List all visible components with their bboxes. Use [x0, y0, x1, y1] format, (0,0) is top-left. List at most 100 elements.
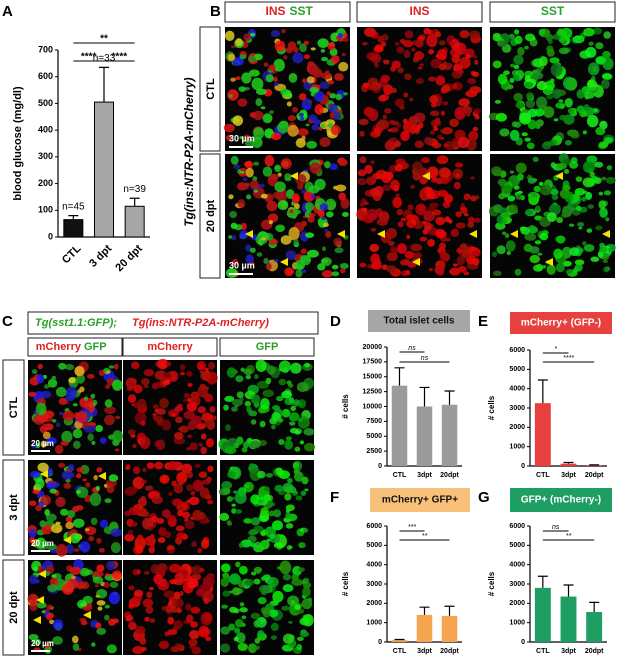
cell — [562, 76, 575, 90]
cell — [302, 586, 311, 598]
cell — [496, 245, 506, 255]
cell — [96, 537, 102, 544]
cell — [295, 495, 303, 501]
cell — [394, 163, 404, 172]
cell — [472, 126, 479, 132]
cell — [392, 196, 402, 209]
cell — [308, 185, 320, 194]
cell — [402, 40, 414, 48]
cell — [270, 635, 278, 640]
cell — [538, 28, 546, 36]
cell — [583, 91, 595, 99]
cell — [292, 492, 298, 496]
cell — [137, 534, 144, 541]
cell — [76, 373, 85, 384]
bar — [416, 614, 433, 642]
cell — [88, 535, 95, 542]
cell — [340, 198, 350, 209]
cell — [76, 486, 89, 498]
arrowhead — [412, 258, 420, 266]
y-tick-label: 4000 — [509, 386, 525, 393]
cell — [595, 57, 606, 64]
cell — [605, 266, 611, 272]
y-tick-label: 10000 — [363, 403, 383, 410]
row-label-box — [2, 559, 25, 656]
cell — [288, 397, 295, 404]
x-tick-label: 20dpt — [440, 472, 459, 479]
cell — [267, 213, 279, 223]
cell — [391, 60, 401, 69]
cell — [266, 200, 278, 212]
cell — [314, 103, 324, 115]
cell — [282, 482, 294, 493]
cell — [166, 460, 179, 471]
cell — [106, 483, 115, 494]
cell — [278, 378, 287, 386]
y-tick-label: 1000 — [509, 444, 525, 451]
x-tick-label: CTL — [60, 242, 84, 266]
cell — [323, 161, 331, 169]
cell — [470, 250, 481, 257]
cell — [377, 119, 388, 129]
cell — [298, 112, 304, 117]
cell — [171, 606, 177, 613]
cell — [558, 47, 570, 55]
cell — [191, 573, 202, 581]
cell — [364, 164, 373, 174]
cell — [373, 185, 384, 197]
cell — [335, 184, 347, 192]
y-tick-label: 12500 — [363, 388, 383, 395]
cell — [595, 225, 603, 231]
cell — [237, 199, 246, 208]
cell — [150, 563, 160, 574]
cell — [127, 429, 136, 436]
cell — [569, 161, 579, 169]
cell — [245, 374, 251, 380]
cell — [288, 72, 298, 83]
cell — [303, 528, 309, 533]
significance-label: ** — [566, 533, 572, 540]
cell — [308, 212, 316, 218]
cell — [333, 185, 338, 190]
arrowhead — [510, 230, 518, 238]
cell — [113, 363, 119, 370]
cell — [146, 462, 155, 470]
cell — [89, 492, 102, 507]
cell — [128, 506, 141, 516]
cell — [144, 616, 150, 622]
cell — [327, 123, 334, 128]
cell — [140, 378, 150, 386]
cell — [500, 212, 511, 219]
chart-title: mCherry+ (GFP-) — [521, 318, 601, 329]
cell — [499, 128, 510, 137]
y-tick-label: 4000 — [366, 562, 382, 569]
cell — [361, 207, 368, 212]
cell — [550, 162, 556, 169]
cell — [161, 419, 172, 431]
cell — [296, 636, 304, 642]
cell — [285, 512, 291, 519]
cell — [187, 382, 193, 387]
cell — [124, 533, 135, 542]
cell — [435, 228, 446, 239]
cell — [186, 446, 191, 451]
y-tick-label: 6000 — [509, 347, 525, 354]
cell — [132, 487, 138, 493]
cell — [460, 207, 468, 214]
cell — [104, 399, 113, 408]
cell — [114, 415, 121, 420]
cell — [163, 372, 172, 379]
header-ins: INS — [409, 4, 429, 18]
cell — [412, 161, 423, 174]
cell — [61, 471, 72, 480]
cell — [598, 200, 607, 210]
cell — [228, 623, 236, 631]
error-bar — [394, 367, 405, 386]
arrowhead — [422, 172, 430, 180]
cell — [553, 248, 563, 259]
column-header-box — [224, 1, 351, 23]
cell — [301, 189, 306, 194]
cell — [595, 42, 604, 50]
cell — [284, 267, 294, 277]
cell — [190, 490, 196, 496]
